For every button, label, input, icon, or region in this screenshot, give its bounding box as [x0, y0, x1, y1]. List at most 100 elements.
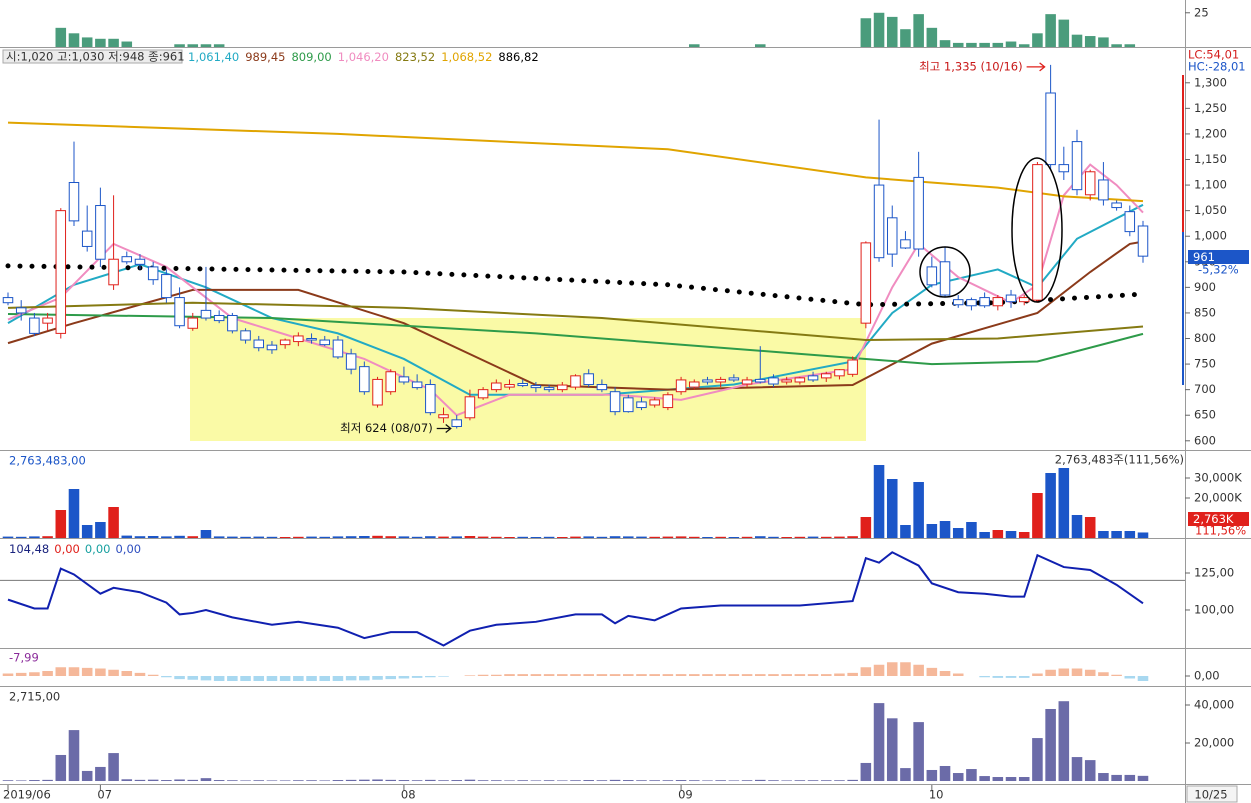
moving-average — [7, 121, 1144, 203]
bar — [411, 536, 423, 538]
bar — [477, 536, 489, 538]
bar — [306, 676, 317, 681]
y-tick-label: 700 — [1194, 382, 1216, 396]
candle-body — [662, 394, 674, 409]
candle-body — [900, 239, 911, 249]
candle-body — [952, 299, 964, 306]
bar — [873, 664, 885, 676]
bar — [121, 41, 133, 47]
candle-body — [530, 385, 542, 389]
bar — [187, 536, 199, 538]
candle-body — [1098, 179, 1109, 201]
ma-legend-value: 1,068,52 — [441, 50, 492, 64]
bar — [15, 536, 27, 538]
candle-body — [570, 375, 581, 388]
candle-body — [253, 339, 265, 349]
candle-body — [81, 230, 93, 247]
bar — [504, 537, 515, 538]
bar — [385, 779, 397, 782]
bar — [15, 780, 27, 782]
bar — [952, 773, 964, 782]
max-arrow — [1026, 62, 1046, 72]
bar — [2, 536, 14, 538]
bar — [1137, 775, 1149, 782]
candle-body — [715, 378, 726, 383]
bar — [398, 780, 410, 782]
bar — [702, 674, 713, 676]
bar — [1098, 773, 1109, 782]
candle-body — [2, 297, 14, 304]
bar — [834, 536, 845, 538]
bar — [306, 536, 317, 538]
bar — [372, 535, 383, 538]
candle-body — [1045, 92, 1056, 166]
bar — [728, 537, 740, 538]
max-note: 최고 1,335 (10/16) — [919, 59, 1023, 73]
bar — [332, 780, 344, 782]
x-tick-label: 10 — [929, 788, 944, 802]
bar — [966, 522, 977, 538]
bar — [623, 780, 634, 782]
bar — [1045, 708, 1056, 782]
bar — [530, 674, 542, 676]
y-tick-label: 40,000 — [1194, 698, 1234, 712]
candle-body — [741, 379, 753, 385]
bar — [1111, 531, 1122, 538]
candle-body — [477, 389, 489, 399]
candle-body — [240, 330, 251, 341]
bar — [1045, 473, 1056, 538]
bar — [293, 536, 304, 538]
candle-body — [966, 299, 977, 307]
candle-body — [108, 258, 119, 286]
bar — [1032, 33, 1043, 47]
bar — [1018, 532, 1030, 538]
y-tick-label: 1,250 — [1194, 101, 1227, 115]
bar — [662, 780, 674, 782]
candle-body — [939, 261, 951, 296]
candle-body — [372, 378, 383, 406]
bar — [913, 722, 924, 782]
x-tick-label: 2019/06 — [3, 788, 51, 802]
candle-body — [227, 314, 238, 332]
bar — [372, 779, 383, 782]
volume-tag-sub: 111,56% — [1195, 524, 1246, 538]
bar — [847, 536, 858, 538]
x-tick-label: 08 — [401, 788, 416, 802]
bar — [913, 482, 924, 538]
bar — [596, 674, 608, 676]
bar — [200, 676, 212, 681]
bar — [939, 521, 951, 538]
bar — [807, 536, 819, 538]
candle-body — [491, 382, 502, 391]
y-tick-label: 30,000K — [1194, 471, 1242, 485]
y-tick-label: 750 — [1194, 357, 1216, 371]
bar — [213, 676, 225, 681]
candle-body — [583, 373, 594, 386]
bar — [293, 676, 304, 681]
bar — [134, 779, 146, 782]
bar — [530, 780, 542, 782]
bar — [68, 667, 80, 676]
candle-body — [860, 242, 872, 324]
bar — [623, 536, 634, 538]
bar — [952, 42, 964, 47]
bar — [81, 525, 93, 538]
candle-body — [1124, 211, 1136, 233]
bar — [820, 674, 832, 676]
ma-legend-value: 1,061,40 — [188, 50, 239, 64]
y-tick-label: 1,050 — [1194, 203, 1227, 217]
bar — [979, 532, 990, 538]
bar — [213, 44, 225, 47]
bar — [543, 674, 555, 676]
indicator-legend: 104,48 0,00 0,00 0,00 — [9, 542, 141, 556]
bar — [68, 730, 80, 782]
y-tick-label: 1,150 — [1194, 152, 1227, 166]
bar — [1032, 673, 1043, 676]
candle-body — [675, 379, 687, 393]
bar — [781, 780, 792, 782]
highlight-ellipse — [1011, 157, 1063, 303]
candle-body — [55, 210, 67, 334]
candle-body — [200, 309, 212, 319]
ma-legend-value: 823,52 — [395, 50, 435, 64]
